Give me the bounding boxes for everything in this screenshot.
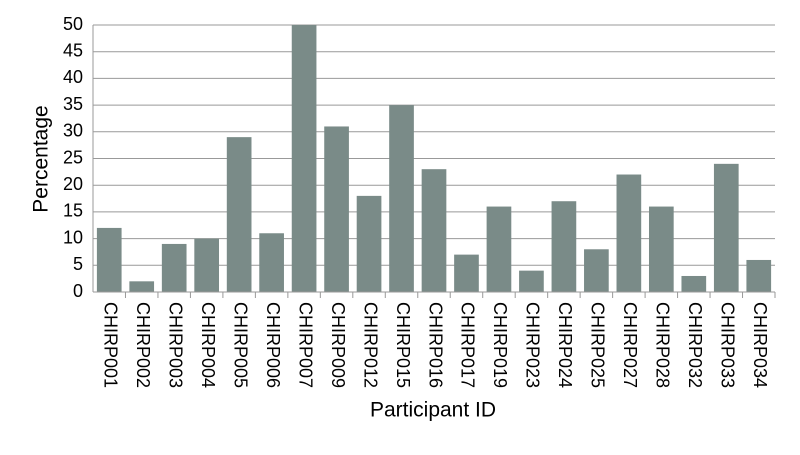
y-tick-label: 0	[73, 281, 83, 301]
x-tick-label: CHIRP024	[555, 302, 575, 388]
bar	[746, 259, 772, 292]
bar	[226, 137, 252, 292]
x-tick-label: CHIRP002	[133, 302, 153, 388]
y-tick-label: 25	[63, 147, 83, 167]
y-axis-title: Percentage	[30, 105, 53, 212]
x-tick-label: CHIRP012	[360, 302, 380, 388]
y-tick-label: 45	[63, 40, 83, 60]
bar	[194, 238, 220, 292]
x-tick-label: CHIRP015	[393, 302, 413, 388]
y-tick-label: 50	[63, 14, 83, 34]
bar	[519, 270, 544, 292]
x-axis-title: Participant ID	[370, 399, 496, 422]
bar	[584, 249, 609, 292]
bar	[551, 201, 577, 292]
x-tick-label: CHIRP006	[263, 302, 283, 388]
y-tick-label: 10	[63, 227, 83, 247]
bar	[648, 206, 674, 292]
x-tick-label: CHIRP025	[588, 302, 608, 388]
bar	[616, 174, 642, 292]
x-tick-label: CHIRP017	[458, 302, 478, 388]
x-tick-label: CHIRP005	[230, 302, 250, 388]
bar	[454, 254, 479, 292]
y-tick-label: 35	[63, 94, 83, 114]
bar	[389, 105, 414, 292]
x-tick-label: CHIRP016	[425, 302, 445, 388]
y-tick-label: 30	[63, 121, 83, 141]
x-tick-label: CHIRP004	[198, 302, 218, 388]
bar	[129, 281, 155, 292]
x-tick-label: CHIRP023	[523, 302, 543, 388]
bar	[324, 126, 349, 293]
x-tick-label: CHIRP019	[490, 302, 510, 388]
x-tick-label: CHIRP003	[165, 302, 185, 388]
bar	[259, 233, 284, 292]
x-tick-label: CHIRP009	[328, 302, 348, 388]
x-tick-label: CHIRP007	[295, 302, 315, 388]
bar	[421, 169, 447, 292]
y-tick-label: 40	[63, 67, 83, 87]
bar	[486, 206, 512, 292]
x-tick-label: CHIRP027	[620, 302, 640, 388]
x-tick-label: CHIRP033	[718, 302, 738, 388]
bar	[291, 25, 317, 292]
y-tick-label: 20	[63, 174, 83, 194]
x-tick-label: CHIRP028	[653, 302, 673, 388]
y-tick-label: 5	[73, 254, 83, 274]
x-tick-label: CHIRP032	[685, 302, 705, 388]
bar	[356, 195, 382, 292]
bar	[681, 275, 707, 292]
y-tick-label: 15	[63, 201, 83, 221]
bar	[96, 227, 122, 292]
bar	[713, 163, 739, 292]
x-tick-label: CHIRP001	[100, 302, 120, 388]
x-tick-label: CHIRP034	[750, 302, 770, 388]
bar	[161, 243, 187, 292]
